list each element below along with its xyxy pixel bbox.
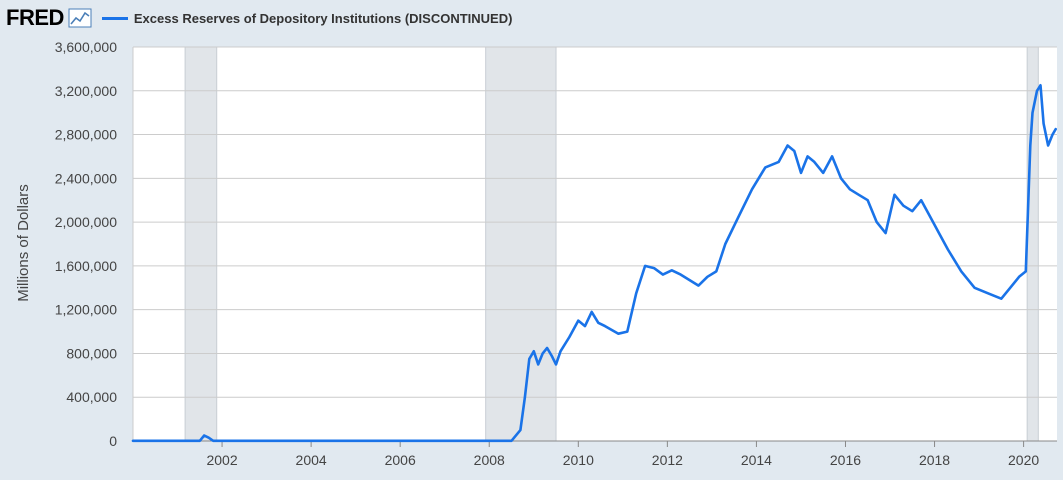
fred-logo[interactable]: FRED [6,5,64,30]
y-tick-label: 3,600,000 [55,39,117,55]
y-axis-ticks: 0 400,000 800,000 1,200,000 1,600,000 2,000,0… [55,39,118,449]
gridlines [132,46,1057,442]
series-line[interactable] [131,84,1057,443]
recession-band [184,46,218,442]
chart-line-icon [68,8,92,28]
legend[interactable]: Excess Reserves of Depository Institutio… [101,10,513,26]
x-tick-label: 2008 [474,452,505,468]
x-axis-ticks: 2002 2004 2006 2008 2010 2012 2014 2016 2018 2020 [206,441,1039,468]
y-tick-label: 400,000 [66,389,117,405]
x-tick-label: 2014 [741,452,772,468]
plot-background [133,47,1057,441]
x-tick-label: 2010 [563,452,594,468]
x-tick-label: 2018 [919,452,950,468]
series-layer [131,84,1057,443]
recession-band [485,46,557,442]
x-tick-label: 2020 [1008,452,1039,468]
x-tick-label: 2016 [830,452,861,468]
recession-bands [184,46,1039,442]
y-tick-label: 2,800,000 [55,127,117,143]
y-axis-label: Millions of Dollars [15,184,32,302]
y-tick-label: 1,200,000 [55,302,117,318]
x-tick-label: 2012 [652,452,683,468]
y-tick-label: 800,000 [66,345,117,361]
legend-swatch [101,16,128,20]
plot-area [133,47,1057,441]
y-tick-label: 1,600,000 [55,258,117,274]
y-tick-label: 2,000,000 [55,214,117,230]
x-tick-label: 2006 [385,452,416,468]
y-tick-label: 0 [109,433,117,449]
x-tick-label: 2002 [206,452,237,468]
legend-label: Excess Reserves of Depository Institutio… [133,10,513,26]
y-tick-label: 2,400,000 [55,170,117,186]
y-tick-label: 3,200,000 [55,83,117,99]
header: FRED Excess Reserves of Depository Insti… [0,0,1063,36]
x-tick-label: 2004 [296,452,327,468]
